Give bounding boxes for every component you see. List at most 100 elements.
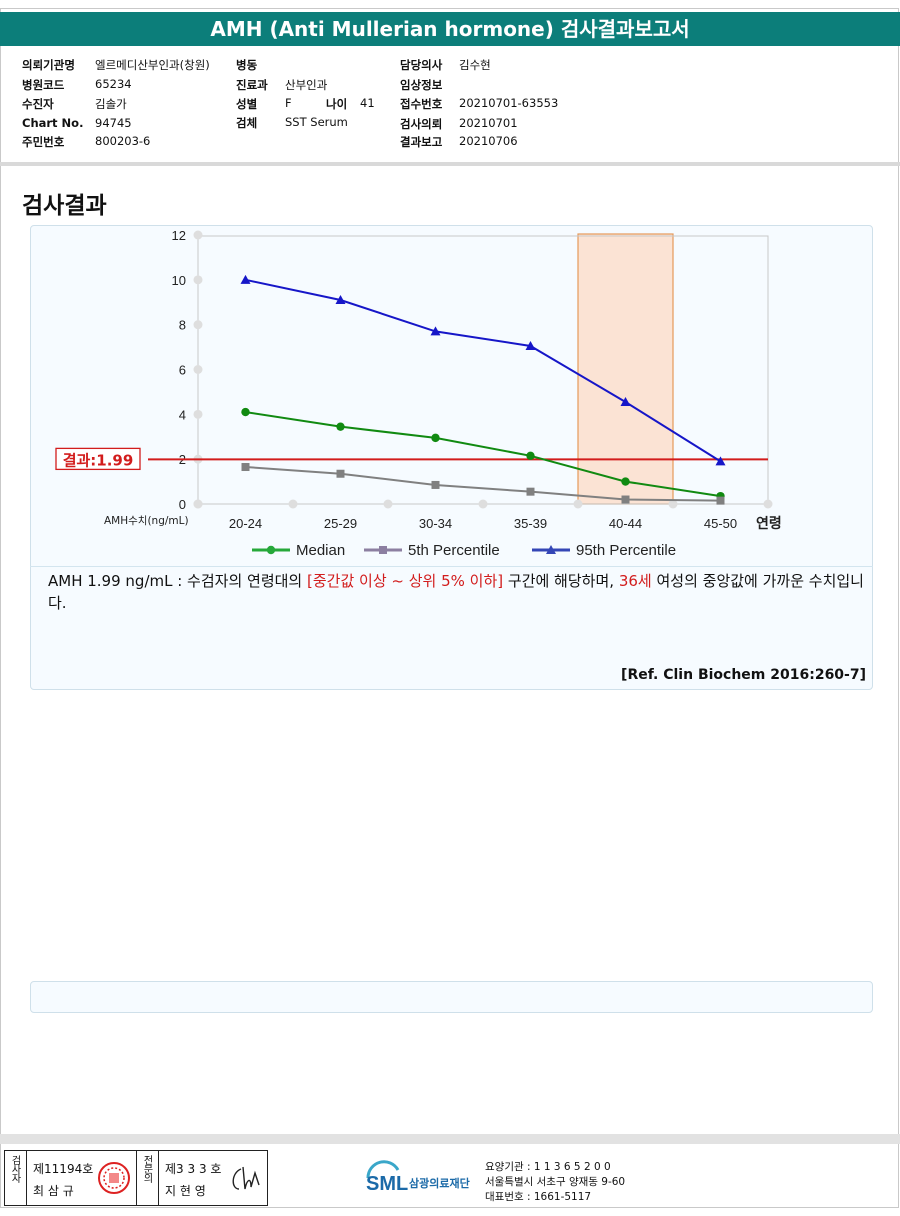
highlight-band [577,233,674,505]
legend-swatch-marker [266,545,276,555]
data-point [335,295,346,305]
info-label: 수진자 [22,97,54,111]
legend-swatch-marker [379,546,387,554]
section-title: 검사결과 [22,193,107,219]
info-label: 결과보고 [400,135,443,149]
result-mid: 구간에 해당하며, [503,572,619,590]
x-tick-dot [383,499,393,509]
data-point [336,469,345,478]
x-tick-label: 30-34 [419,516,452,531]
x-tick-dot [763,499,773,509]
y-tick-dot [193,230,203,240]
y-tick-label: 6 [179,363,186,378]
y-tick-label: 12 [172,228,186,243]
info-value: 94745 [95,116,132,130]
footer-line3: 대표번호 : 1661-5117 [485,1191,592,1203]
reference-citation: [Ref. Clin Biochem 2016:260-7] [621,667,866,683]
series-line [245,466,721,502]
report-title: AMH (Anti Mullerian hormone) 검사결과보고서 [0,12,900,46]
sign2-title: 전문의 [141,1155,152,1182]
data-point [430,326,441,336]
footer-info: 요양기관 : 1 1 3 6 5 2 0 0 서울특별시 서초구 양재동 9-6… [485,1160,625,1205]
logo-text: SML [366,1173,408,1195]
footer-divider [0,1134,900,1144]
sml-logo-mark: SML 삼광의료재단 [366,1160,470,1195]
data-point [241,407,250,417]
sign1-no: 제11194호 [33,1162,94,1176]
data-point [526,451,535,461]
y-tick-label: 10 [172,273,186,288]
data-point [240,274,251,284]
x-tick-dot [668,499,678,509]
legend-label: Median [296,542,345,559]
info-label: 나이 [326,97,348,111]
data-point [241,463,250,472]
result-description: AMH 1.99 ng/mL : 수검자의 연령대의 [중간값 이상 ~ 상위 … [48,570,868,614]
legend-label: 95th Percentile [576,542,676,559]
seal-stamp [98,1162,130,1194]
info-value: 엘르메디산부인과(창원) [95,58,210,72]
empty-panel [30,981,873,1013]
data-point [716,496,725,505]
info-label: 주민번호 [22,135,65,149]
info-label: 검사의뢰 [400,117,443,131]
info-label: 진료과 [236,78,268,92]
x-tick-dot [573,499,583,509]
x-suffix-label: 연령 [756,516,782,532]
x-tick-label: 45-50 [704,516,737,531]
result-prefix: AMH 1.99 ng/mL : 수검자의 연령대의 [48,572,307,590]
data-point [526,487,535,496]
info-label: 임상정보 [400,78,443,92]
data-point [431,480,440,489]
x-tick-dot [288,499,298,509]
result-suffix: 여성의 중앙값에 가까운 수치입니다. [48,572,864,612]
result-card [30,225,873,690]
org-name: 삼광의료재단 [409,1176,470,1190]
info-value: 김수현 [459,58,491,72]
result-label-box [55,447,141,471]
series-line [245,411,721,498]
info-label: Chart No. [22,116,84,130]
y-tick-dot [193,275,203,285]
x-tick-dot [478,499,488,509]
info-value: 800203-6 [95,134,151,148]
info-value: 65234 [95,77,132,91]
data-point [715,456,726,466]
sign2-no: 제3 3 3 호 [165,1162,222,1176]
info-label: 담당의사 [400,58,443,72]
handwritten-signature [232,1166,260,1190]
legend-swatch-marker [546,545,556,554]
header-divider [0,162,900,166]
sign1-cell: 제11194호 최 삼 규 [27,1151,137,1205]
x-tick-label: 40-44 [609,516,642,531]
data-point [621,495,630,504]
data-point [336,422,345,431]
chart-svg: 02468101220-2425-2930-3435-3940-4445-50연… [55,228,782,559]
info-label: 의뢰기관명 [22,58,75,72]
info-value: 20210701-63553 [459,96,559,110]
sign1-title: 검사자 [9,1155,20,1182]
data-point [431,433,440,443]
info-value: F [285,96,292,110]
signature-box: 검사자 제11194호 최 삼 규 전문의 제3 3 3 호 지 현 영 [4,1150,268,1206]
info-label: 병원코드 [22,78,65,92]
info-value: 산부인과 [285,78,328,92]
y-tick-dot [193,320,203,330]
sign2-name: 지 현 영 [165,1184,206,1198]
y-unit-label: AMH수치(ng/mL) [104,515,189,527]
sign1-title-cell: 검사자 [5,1151,27,1205]
info-value: 20210706 [459,134,518,148]
sml-logo: SML 삼광의료재단 [364,1158,479,1202]
y-tick-label: 0 [179,497,186,512]
info-label: 검체 [236,116,258,130]
y-tick-dot [193,365,203,374]
card-divider [30,566,873,567]
sign1-name: 최 삼 규 [33,1184,74,1198]
series-line [245,278,722,463]
result-age: 36세 [618,572,652,590]
x-tick-label: 35-39 [514,516,547,531]
info-value: 41 [360,96,375,110]
data-point [620,397,631,407]
sign2-cell: 제3 3 3 호 지 현 영 [159,1151,267,1205]
info-label: 병동 [236,58,258,72]
